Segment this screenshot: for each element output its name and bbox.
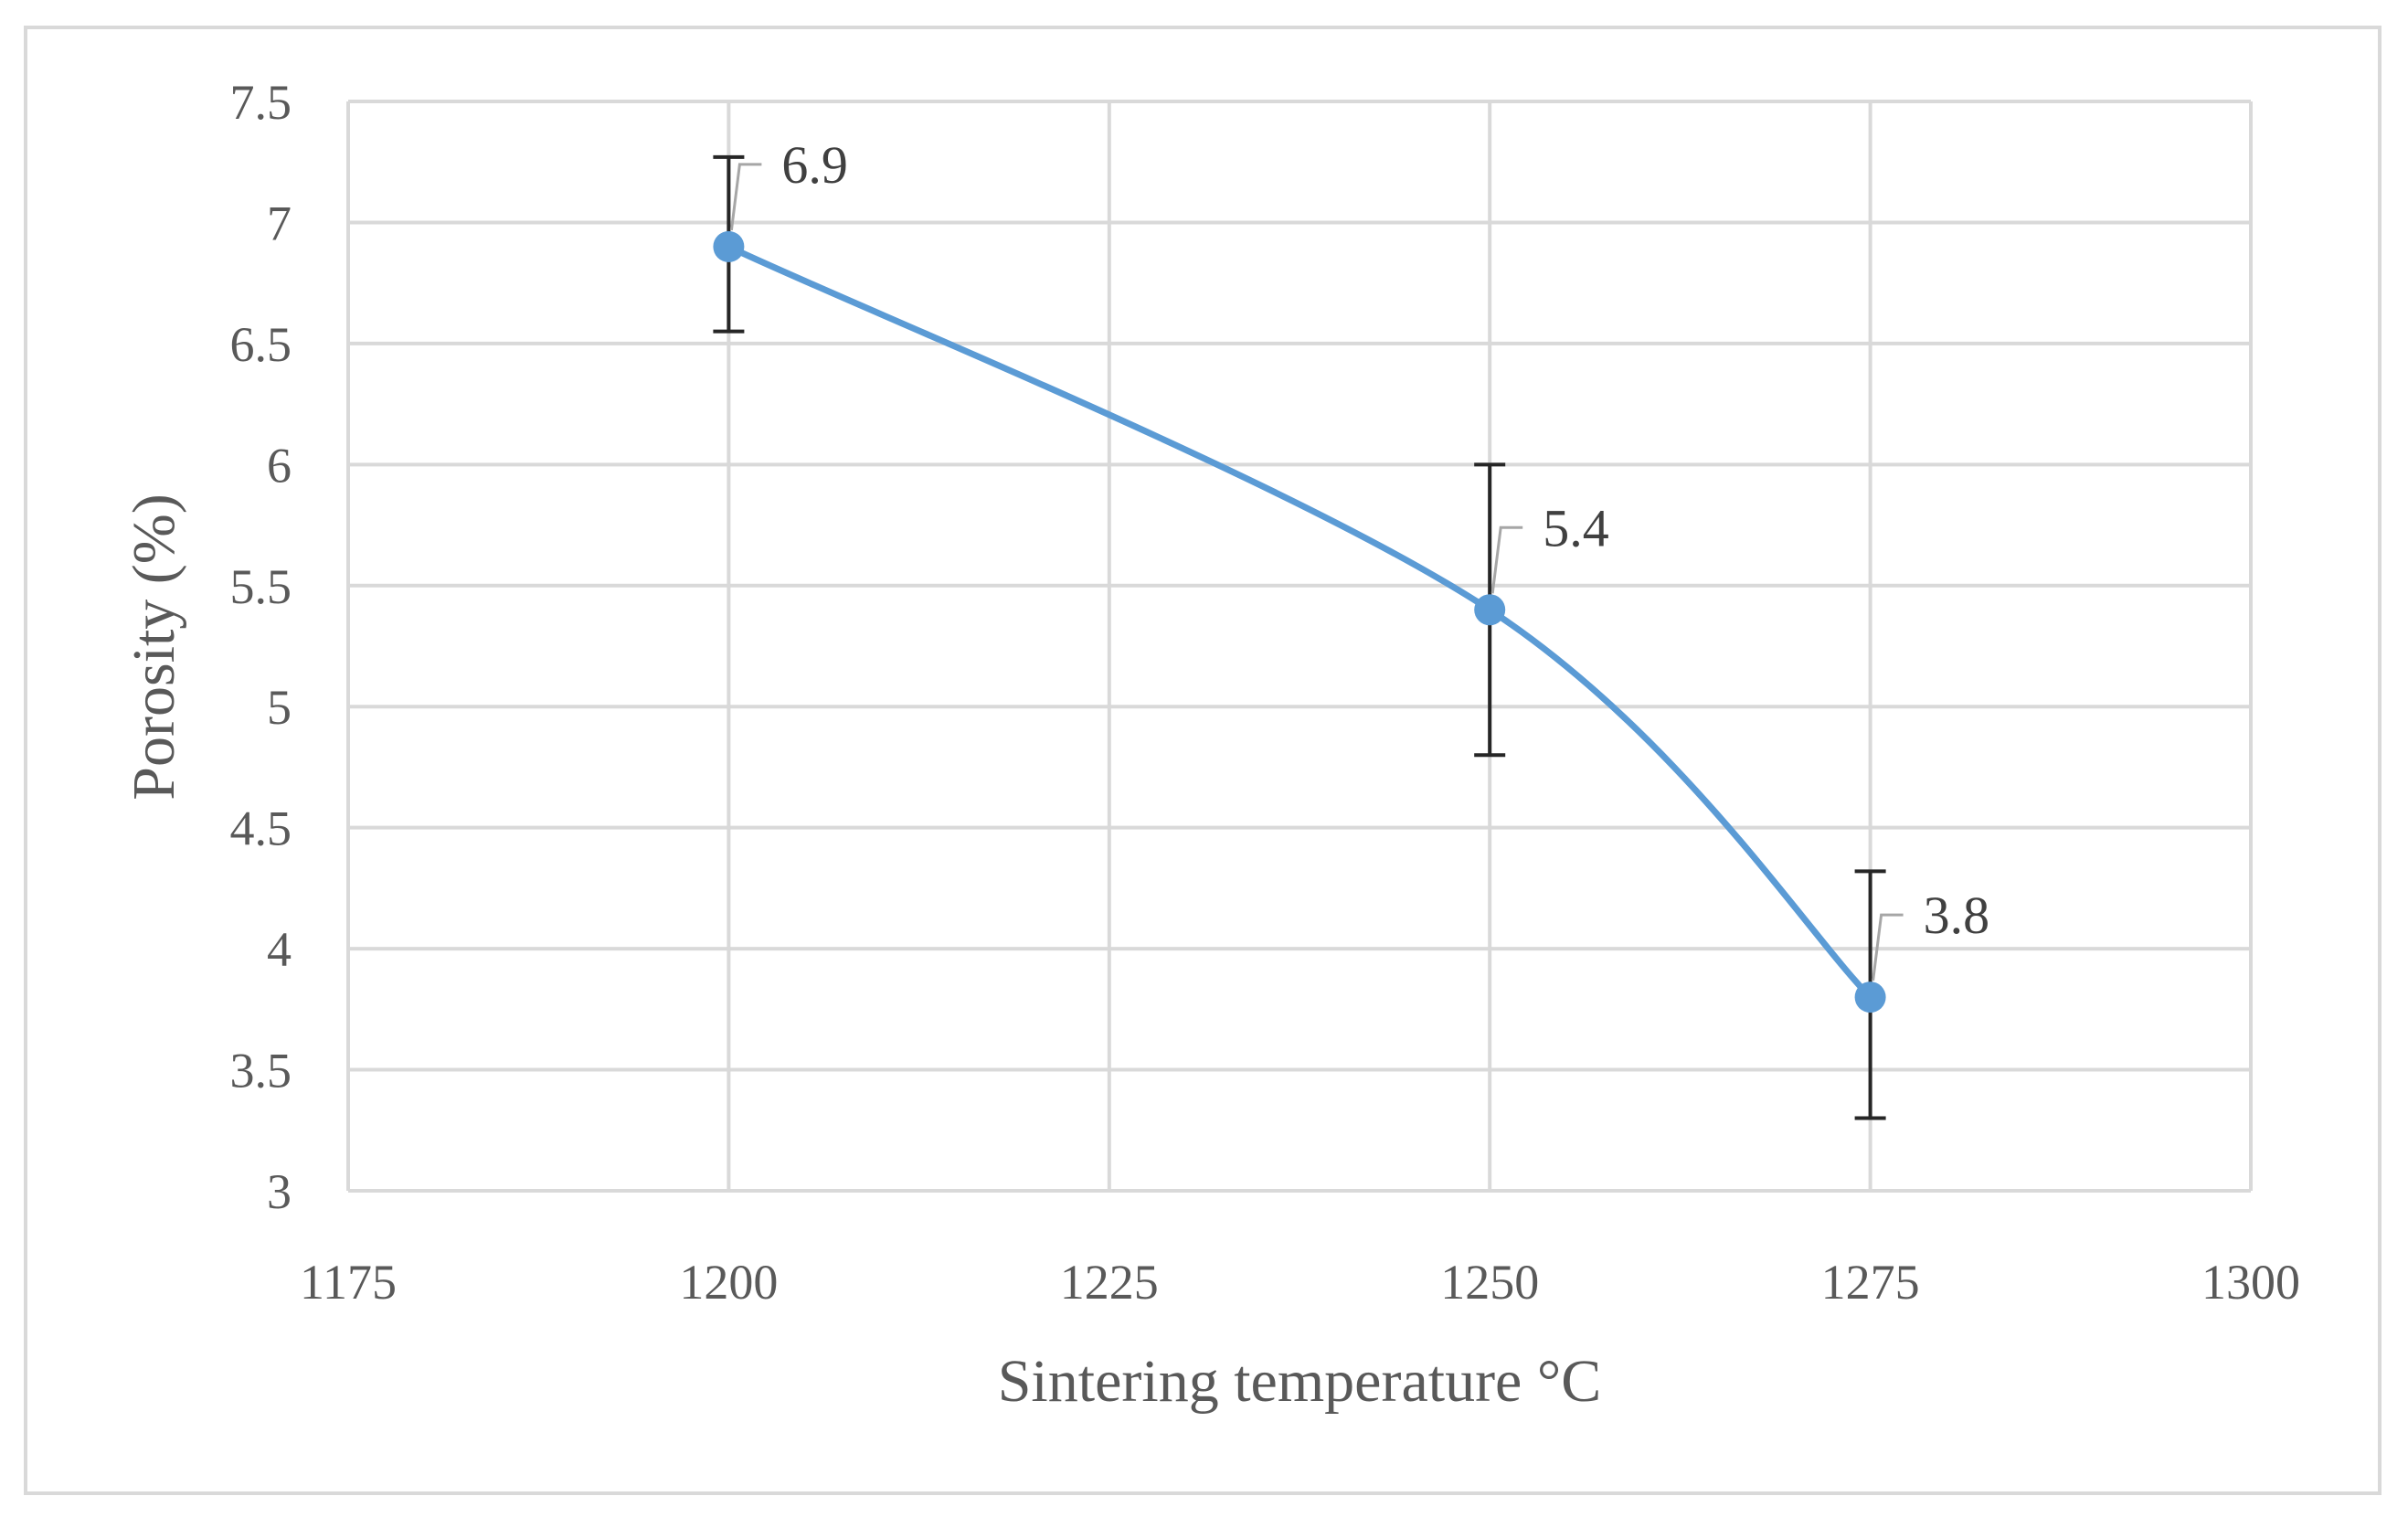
y-tick-label: 6.5 bbox=[230, 317, 292, 372]
data-labels: 6.9 5.4 3.8 bbox=[729, 135, 1990, 982]
y-tick-label: 4.5 bbox=[230, 801, 292, 856]
y-tick-label: 7.5 bbox=[230, 75, 292, 130]
x-tick-labels: 1175 1200 1225 1250 1275 1300 bbox=[300, 1255, 2300, 1310]
x-tick-label: 1250 bbox=[1440, 1255, 1539, 1310]
y-tick-label: 6 bbox=[267, 438, 292, 493]
x-tick-label: 1275 bbox=[1821, 1255, 1920, 1310]
series-line-porosity bbox=[727, 243, 1873, 1000]
grid-lines bbox=[346, 100, 2253, 1193]
x-tick-label: 1200 bbox=[679, 1255, 778, 1310]
y-tick-label: 3 bbox=[267, 1164, 292, 1219]
data-label-leader bbox=[729, 163, 762, 231]
y-tick-label: 3.5 bbox=[230, 1044, 292, 1098]
y-tick-label: 5.5 bbox=[230, 559, 292, 614]
data-label-leader bbox=[1490, 525, 1523, 594]
x-tick-label: 1225 bbox=[1060, 1255, 1159, 1310]
error-bars bbox=[713, 154, 1886, 1120]
data-label: 3.8 bbox=[1924, 886, 1990, 945]
y-tick-label: 7 bbox=[267, 196, 292, 250]
data-points bbox=[713, 230, 1886, 1013]
data-point bbox=[713, 230, 745, 262]
y-axis-title: Porosity (%) bbox=[121, 493, 187, 800]
data-label: 5.4 bbox=[1543, 498, 1609, 557]
data-point bbox=[1474, 594, 1506, 626]
data-label-leader bbox=[1872, 913, 1904, 982]
data-label: 6.9 bbox=[781, 135, 848, 195]
x-tick-label: 1175 bbox=[300, 1255, 397, 1310]
chart-frame bbox=[24, 26, 2381, 1495]
x-axis-title: Sintering temperature °C bbox=[998, 1348, 1602, 1415]
y-tick-label: 4 bbox=[267, 922, 292, 977]
data-point bbox=[1854, 982, 1886, 1013]
y-tick-labels: 3 3.5 4 4.5 5 5.5 6 6.5 7 7.5 bbox=[230, 75, 292, 1219]
x-tick-label: 1300 bbox=[2201, 1255, 2300, 1310]
y-tick-label: 5 bbox=[267, 680, 292, 735]
